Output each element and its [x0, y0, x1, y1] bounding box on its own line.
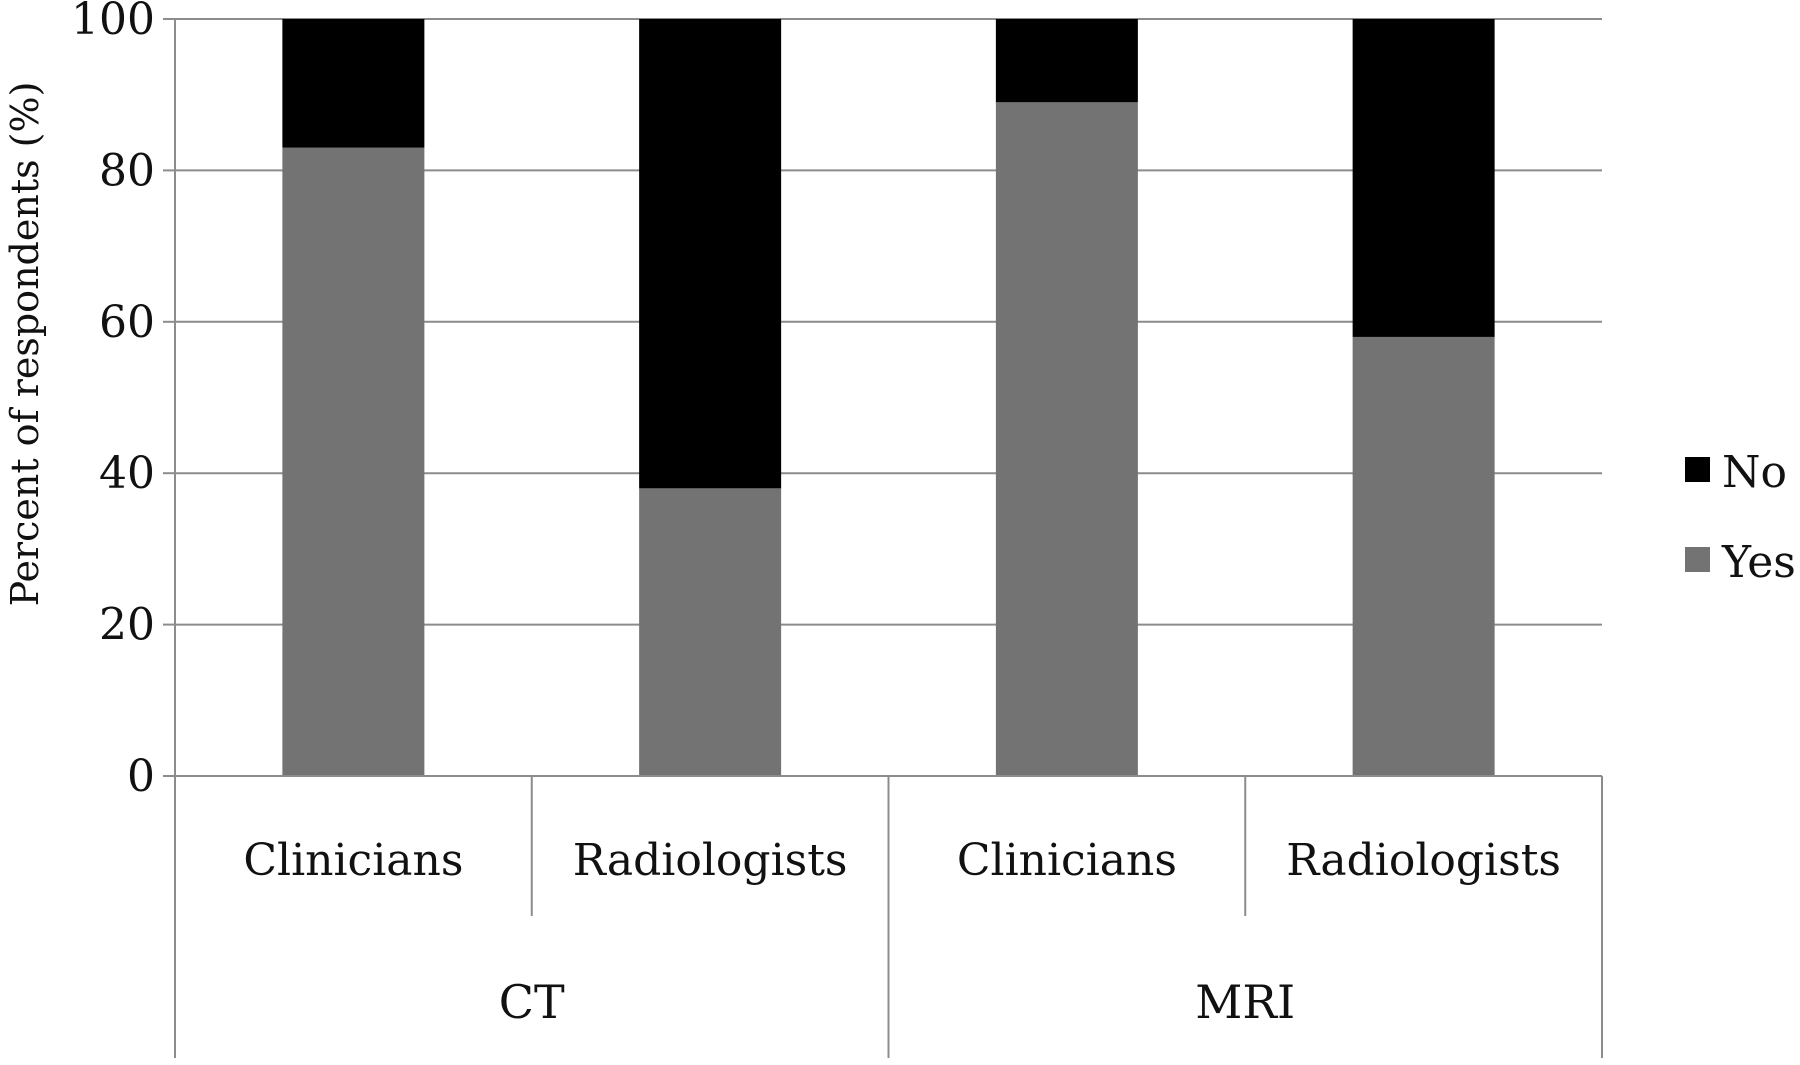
- axis-labels: 0 20 40 60 80 100 Clinicians Radiologists CT Clin…: [71, 0, 1561, 1029]
- y-axis-title: Percent of respondents (%): [3, 82, 47, 607]
- legend-label-yes: Yes: [1721, 537, 1796, 588]
- legend-swatch-yes: [1685, 547, 1710, 572]
- bar-no-3: [1352, 19, 1495, 337]
- x-group-label: MRI: [1195, 975, 1295, 1029]
- bars: [282, 19, 1495, 776]
- bar-no-2: [995, 19, 1138, 103]
- x-category-label: Clinicians: [957, 835, 1177, 886]
- bar-yes-3: [1352, 336, 1495, 776]
- bar-yes-2: [995, 102, 1138, 776]
- legend-swatch-no: [1685, 457, 1710, 482]
- x-category-label: Radiologists: [1286, 835, 1561, 886]
- legend: No Yes: [1685, 447, 1796, 588]
- legend-label-no: No: [1722, 447, 1787, 498]
- x-group-label: CT: [499, 975, 565, 1029]
- x-category-label: Radiologists: [573, 835, 848, 886]
- y-tick-label: 0: [127, 751, 155, 802]
- bar-yes-0: [282, 147, 425, 776]
- bar-no-0: [282, 19, 425, 148]
- y-tick-label: 80: [99, 145, 155, 196]
- y-tick-label: 60: [99, 297, 155, 348]
- y-tick-label: 40: [99, 448, 155, 499]
- y-tick-label: 20: [99, 600, 155, 651]
- axes: [163, 18, 1603, 1058]
- x-category-label: Clinicians: [243, 835, 463, 886]
- bar-no-1: [639, 19, 782, 489]
- bar-yes-1: [639, 488, 782, 776]
- y-tick-label: 100: [71, 0, 155, 45]
